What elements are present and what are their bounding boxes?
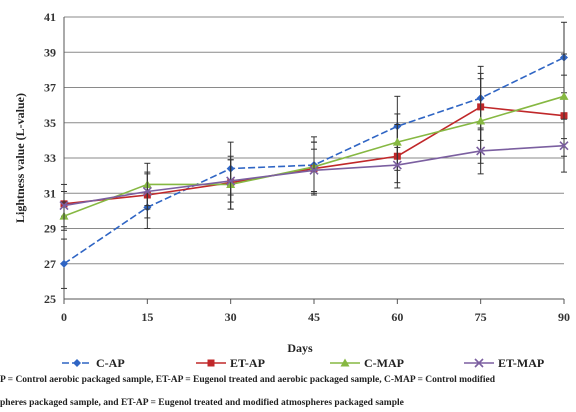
- x-tick-label: 45: [308, 310, 320, 324]
- y-axis-title: Lightness value (L-value): [13, 93, 27, 223]
- legend-marker: [207, 359, 215, 367]
- x-tick-label: 15: [141, 310, 153, 324]
- data-point: [142, 186, 152, 197]
- y-tick-labels: 25 27 29 31 33 35 37 39 41: [44, 10, 56, 306]
- series-c-map: [59, 53, 569, 231]
- y-tick-label: 41: [44, 10, 56, 24]
- legend-item-c-ap: C-AP: [62, 356, 125, 370]
- data-point: [392, 160, 402, 170]
- legend-label: C-MAP: [364, 356, 404, 370]
- y-tick-label: 29: [44, 222, 56, 236]
- series-et-map: [59, 118, 569, 228]
- x-tick-label: 75: [475, 310, 487, 324]
- data-point: [476, 116, 486, 125]
- chart-series: [59, 21, 569, 289]
- y-tick-label: 39: [44, 45, 56, 59]
- data-point: [226, 176, 236, 186]
- legend-label: ET-AP: [230, 356, 265, 370]
- data-point: [559, 91, 569, 100]
- x-tick-label: 90: [558, 310, 570, 324]
- legend-marker: [73, 359, 81, 367]
- figure-caption-line-1: P = Control aerobic packaged sample, ET-…: [0, 375, 496, 385]
- x-tick-label: 60: [391, 310, 403, 324]
- y-tick-label: 33: [44, 151, 56, 165]
- x-tick-labels: 0 15 30 45 60 75 90: [61, 310, 570, 324]
- legend-item-et-ap: ET-AP: [196, 356, 265, 370]
- legend-item-c-map: C-MAP: [330, 356, 404, 370]
- figure-caption-line-2: pheres packaged sample, and ET-AP = Euge…: [0, 398, 404, 408]
- data-point: [392, 137, 402, 146]
- legend-item-et-map: ET-MAP: [464, 356, 544, 370]
- y-tick-label: 37: [44, 81, 56, 95]
- data-point: [60, 259, 68, 268]
- y-tick-label: 25: [44, 292, 56, 306]
- x-tick-label: 0: [61, 310, 67, 324]
- y-tick-label: 27: [44, 257, 56, 271]
- legend-label: C-AP: [96, 356, 125, 370]
- legend-marker: [474, 358, 484, 368]
- data-point: [309, 165, 319, 175]
- data-point: [559, 141, 569, 151]
- y-tick-label: 31: [44, 186, 56, 200]
- chart-legend: C-AP ET-AP C-MAP ET-MAP: [62, 356, 544, 370]
- legend-label: ET-MAP: [498, 356, 544, 370]
- x-axis-title: Days: [287, 341, 313, 355]
- data-point: [59, 201, 69, 211]
- y-tick-label: 35: [44, 116, 56, 130]
- legend-marker: [340, 358, 350, 367]
- data-point: [476, 146, 486, 156]
- x-tick-label: 30: [225, 310, 237, 324]
